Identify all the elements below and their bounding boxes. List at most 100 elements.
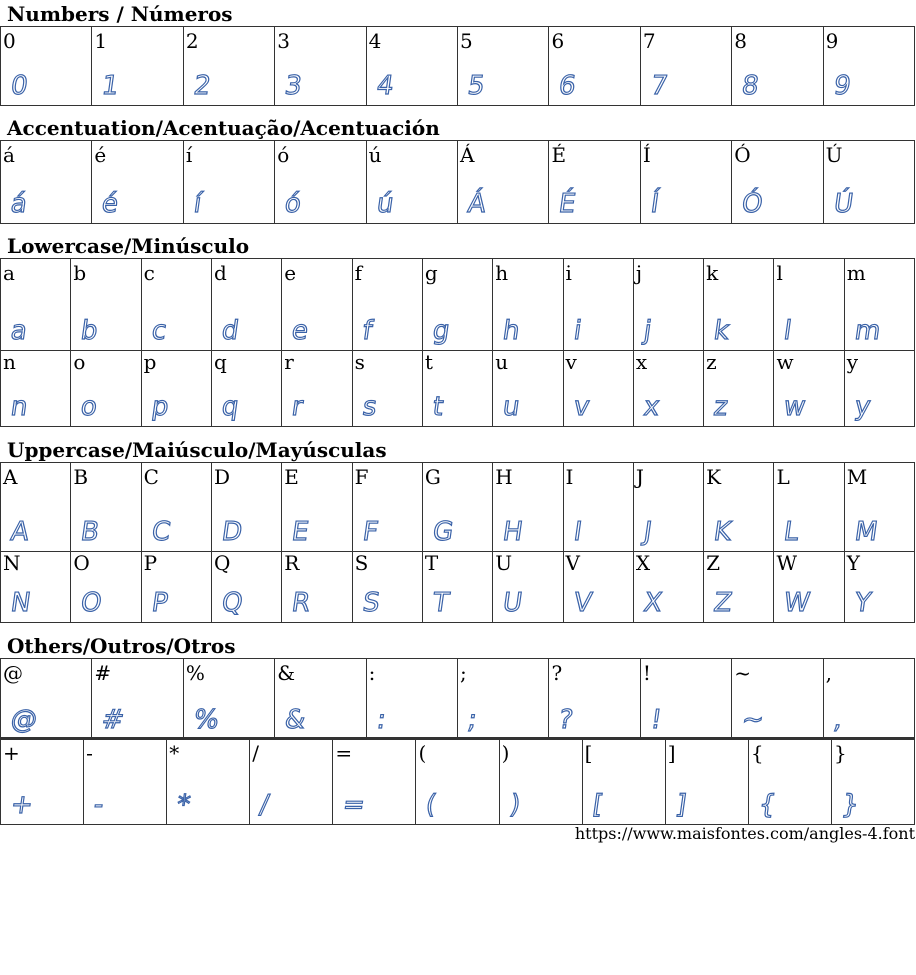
glyph-cell: ??: [549, 659, 641, 739]
character-label: #: [94, 661, 112, 685]
glyph-sample: t: [430, 391, 446, 422]
character-label: 3: [277, 29, 290, 53]
character-label: v: [565, 350, 577, 374]
character-label: C: [143, 465, 159, 489]
glyph-sample: 5: [465, 70, 487, 101]
character-label: J: [635, 465, 644, 489]
section-title: Others/Outros/Otros: [7, 634, 236, 658]
section-title: Accentuation/Acentuação/Acentuación: [7, 116, 440, 140]
glyph-sample: i: [571, 315, 584, 346]
character-label: &: [277, 661, 296, 685]
character-label: R: [284, 551, 300, 575]
glyph-sample: b: [79, 315, 101, 346]
glyph-sample: n: [8, 391, 30, 422]
glyph-sample: ó: [283, 188, 304, 219]
glyph-sample: v: [571, 391, 592, 422]
glyph-sample: g: [430, 315, 452, 346]
glyph-sample: ?: [557, 704, 576, 735]
character-label: 9: [825, 29, 839, 53]
character-label: ,: [825, 661, 833, 685]
glyph-sample: ~: [740, 704, 767, 735]
glyph-sample: x: [641, 391, 662, 422]
character-label: b: [73, 261, 87, 285]
glyph-sample: (: [424, 789, 440, 820]
character-label: q: [213, 350, 227, 374]
character-label: A: [3, 465, 18, 489]
glyph-sample: !: [648, 704, 664, 735]
glyph-cell: ~ ~: [732, 659, 824, 739]
glyph-cell: {{: [749, 739, 832, 824]
character-label: 7: [642, 29, 656, 53]
glyph-sample: I: [571, 516, 584, 547]
glyph-sample: ,: [831, 704, 845, 735]
character-label: e: [284, 261, 297, 285]
character-label: g: [424, 261, 438, 285]
glyph-sample: O: [79, 587, 105, 618]
glyph-sample: %: [191, 704, 221, 735]
glyph-sample: r: [290, 391, 306, 422]
character-label: h: [495, 261, 509, 285]
glyph-sample: h: [500, 315, 522, 346]
glyph-cell: ]]: [666, 739, 749, 824]
character-label: 6: [551, 29, 565, 53]
glyph-sample: N: [8, 587, 33, 618]
character-label: }: [833, 741, 847, 765]
section-title: Uppercase/Maiúsculo/Mayúsculas: [7, 438, 387, 462]
character-label: N: [3, 551, 21, 575]
glyph-sample: e: [290, 315, 311, 346]
character-label: S: [354, 551, 369, 575]
character-label: f: [354, 261, 362, 285]
footer-url[interactable]: https://www.maisfontes.com/angles-4.font: [574, 824, 915, 843]
glyph-sample: Y: [852, 587, 873, 618]
glyph-cell: )): [500, 739, 583, 824]
character-label: %: [185, 661, 205, 685]
character-label: n: [3, 350, 16, 374]
character-label: r: [284, 350, 294, 374]
glyph-sample: o: [79, 391, 100, 422]
glyph-sample: ;: [465, 704, 479, 735]
glyph-sample: {: [756, 789, 778, 820]
character-label: K: [706, 465, 722, 489]
glyph-sample: &: [283, 704, 309, 735]
character-label: T: [424, 551, 439, 575]
glyph-sample: 8: [740, 70, 762, 101]
character-label: W: [776, 551, 797, 575]
character-label: Y: [846, 551, 860, 575]
glyph-cell: }}: [832, 739, 916, 824]
glyph-sample: R: [290, 587, 313, 618]
glyph-sample: T: [430, 587, 451, 618]
character-label: u: [495, 350, 509, 374]
glyph-sample: @: [8, 704, 40, 735]
glyph-sample: s: [360, 391, 379, 422]
glyph-cell: [[: [583, 739, 666, 824]
character-label: !: [642, 661, 651, 685]
